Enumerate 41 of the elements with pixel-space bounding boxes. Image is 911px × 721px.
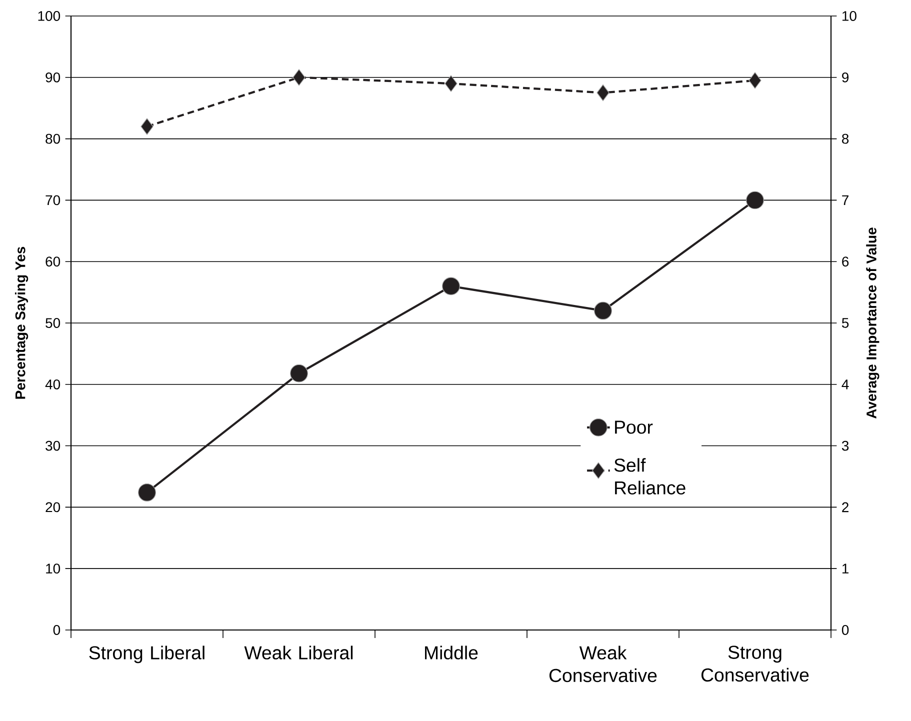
- legend-label: Poor: [615, 420, 653, 434]
- y-tick-label: 20: [46, 502, 60, 512]
- y2-axis-title: Average Importance of Value: [866, 228, 880, 418]
- point: [292, 69, 306, 86]
- y-tick-label: 50: [46, 318, 60, 328]
- y2-tick-label: 10: [842, 11, 856, 21]
- y-tick-label: 100: [38, 11, 60, 21]
- y-tick-label: 90: [46, 72, 60, 82]
- y2-tick-label: 3: [842, 440, 849, 451]
- point: [596, 84, 610, 102]
- y2-tick-label: 9: [842, 72, 849, 82]
- x-tick-label: Weak Conservative: [549, 646, 657, 682]
- y2-tick-label: 6: [842, 256, 849, 267]
- point: [444, 75, 458, 92]
- x-tick-label: Weak Liberal: [244, 646, 353, 660]
- y2-tick-label: 4: [842, 380, 849, 390]
- point: [746, 191, 764, 210]
- y2-tick-label: 1: [842, 564, 848, 574]
- y-tick-label: 60: [46, 256, 60, 267]
- point: [290, 364, 308, 382]
- y-axis-title: Percentage Saying Yes: [14, 246, 28, 399]
- point: [748, 72, 762, 89]
- y-tick-label: 80: [46, 134, 60, 144]
- point: [594, 302, 612, 320]
- y-tick-label: 0: [53, 625, 60, 635]
- point: [442, 277, 460, 296]
- x-tick-label: Middle: [425, 646, 478, 660]
- point: [140, 118, 154, 135]
- y2-tick-label: 2: [842, 502, 848, 512]
- y2-tick-label: 0: [842, 625, 849, 635]
- y-tick-label: 10: [46, 564, 60, 574]
- y-tick-label: 30: [46, 440, 60, 451]
- y-tick-label: 40: [45, 379, 60, 390]
- y-tick-label: 70: [46, 195, 60, 206]
- point: [138, 483, 156, 502]
- y2-tick-label: 7: [842, 195, 848, 206]
- legend-label: Self Reliance: [614, 458, 686, 494]
- x-tick-label: Strong Conservative: [701, 646, 809, 682]
- x-tick-label: Strong Liberal: [89, 646, 204, 664]
- y2-tick-label: 5: [842, 318, 849, 328]
- y2-tick-label: 8: [842, 134, 849, 144]
